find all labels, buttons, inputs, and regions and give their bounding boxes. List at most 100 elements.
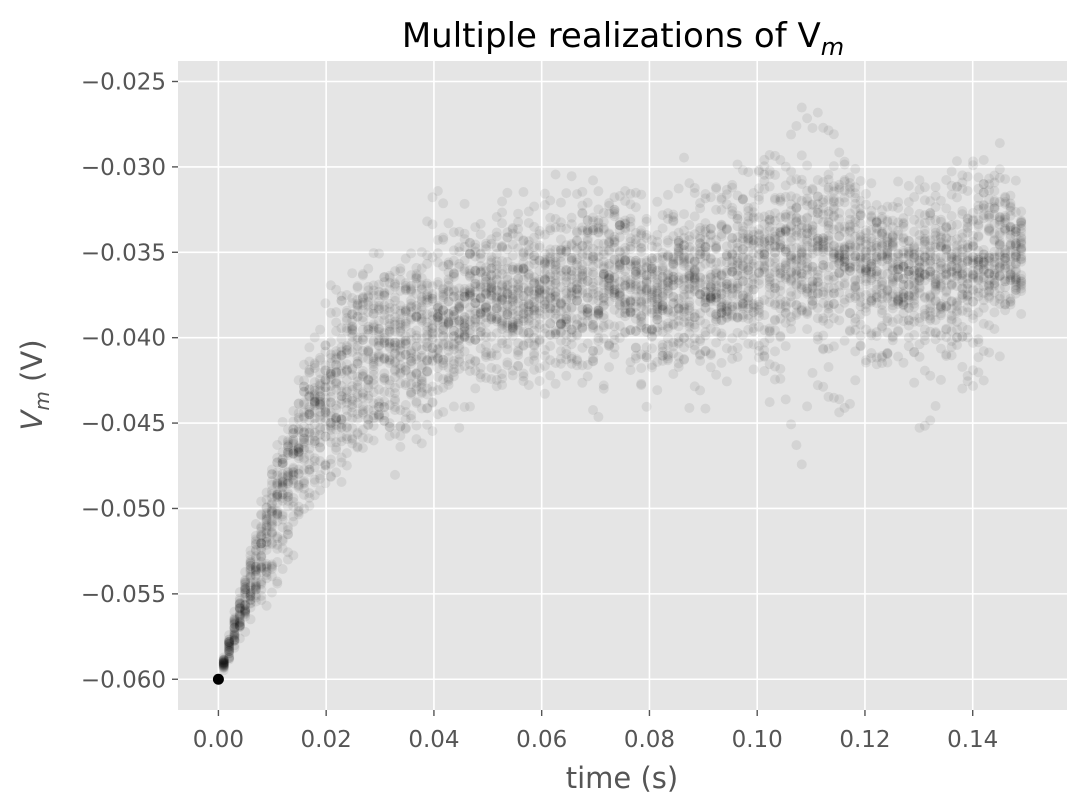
data-point xyxy=(486,287,497,298)
data-point xyxy=(721,283,732,294)
data-point xyxy=(679,225,690,236)
data-point xyxy=(566,339,577,350)
data-point xyxy=(861,253,871,264)
data-point xyxy=(234,598,245,609)
data-point xyxy=(695,355,706,366)
data-point xyxy=(737,298,748,309)
data-point xyxy=(561,316,572,327)
data-point xyxy=(614,220,625,231)
data-point xyxy=(764,225,775,236)
data-point xyxy=(352,376,363,387)
data-point xyxy=(507,289,518,300)
data-point xyxy=(941,232,952,243)
data-point xyxy=(422,258,433,269)
data-point xyxy=(721,279,732,290)
data-point xyxy=(593,286,604,297)
data-point xyxy=(630,265,641,276)
data-point xyxy=(464,287,475,298)
data-point xyxy=(1016,309,1027,320)
data-point xyxy=(502,274,513,285)
data-point xyxy=(400,335,411,346)
data-point xyxy=(850,251,861,262)
data-point xyxy=(743,202,754,213)
data-point xyxy=(636,289,647,300)
data-point xyxy=(770,361,781,372)
data-point xyxy=(438,261,449,272)
data-point xyxy=(855,263,866,274)
data-point xyxy=(657,263,668,274)
data-point xyxy=(721,301,732,312)
data-point xyxy=(561,311,572,322)
data-point xyxy=(282,435,293,446)
data-point xyxy=(646,286,657,297)
data-point xyxy=(652,314,663,325)
data-point xyxy=(770,226,781,237)
data-point xyxy=(732,242,743,253)
data-point xyxy=(1010,274,1021,285)
data-point xyxy=(315,485,326,496)
data-point xyxy=(946,252,957,263)
data-point xyxy=(481,287,492,298)
data-point xyxy=(470,334,481,345)
data-point xyxy=(459,234,470,245)
data-point xyxy=(577,270,588,281)
data-point xyxy=(732,190,743,201)
data-point xyxy=(909,277,920,288)
data-point xyxy=(357,292,368,303)
data-point xyxy=(571,283,582,294)
data-point xyxy=(416,375,427,386)
data-point xyxy=(844,226,855,237)
data-point xyxy=(411,312,422,323)
data-point xyxy=(272,479,283,490)
data-point xyxy=(721,257,732,268)
data-point xyxy=(823,303,834,314)
data-point xyxy=(657,247,668,258)
data-point xyxy=(363,297,374,308)
data-point xyxy=(925,265,936,276)
data-point xyxy=(550,305,561,316)
data-point xyxy=(925,255,936,266)
data-point xyxy=(898,233,909,244)
data-point xyxy=(438,330,449,341)
data-point xyxy=(534,334,545,345)
data-point xyxy=(561,264,572,275)
data-point xyxy=(588,322,599,333)
data-point xyxy=(261,536,272,547)
data-point xyxy=(866,212,877,223)
data-point xyxy=(545,329,556,340)
data-point xyxy=(432,303,443,314)
data-point xyxy=(775,268,786,279)
data-point xyxy=(315,410,326,421)
data-point xyxy=(935,301,946,312)
data-point xyxy=(984,290,995,301)
data-point xyxy=(224,638,235,649)
data-point xyxy=(234,620,245,631)
data-point xyxy=(1000,290,1011,301)
data-point xyxy=(454,349,465,360)
data-point xyxy=(807,288,818,299)
data-point xyxy=(935,301,946,312)
data-point xyxy=(957,206,968,217)
data-point xyxy=(636,225,647,236)
data-point xyxy=(877,250,888,261)
data-point xyxy=(1016,236,1027,247)
data-point xyxy=(823,261,834,272)
data-point xyxy=(598,261,609,272)
data-point xyxy=(764,150,775,160)
data-point xyxy=(315,456,326,467)
data-point xyxy=(887,262,898,273)
data-point xyxy=(577,208,588,219)
data-point xyxy=(962,227,973,238)
data-point xyxy=(705,290,716,301)
data-point xyxy=(775,195,786,206)
data-point xyxy=(411,384,422,395)
data-point xyxy=(994,270,1005,281)
data-point xyxy=(272,489,283,500)
data-point xyxy=(432,352,443,363)
data-point xyxy=(422,383,433,394)
data-point xyxy=(657,291,668,302)
data-point xyxy=(620,242,631,253)
data-point xyxy=(406,301,417,312)
data-point xyxy=(438,304,449,315)
data-point xyxy=(823,233,834,244)
